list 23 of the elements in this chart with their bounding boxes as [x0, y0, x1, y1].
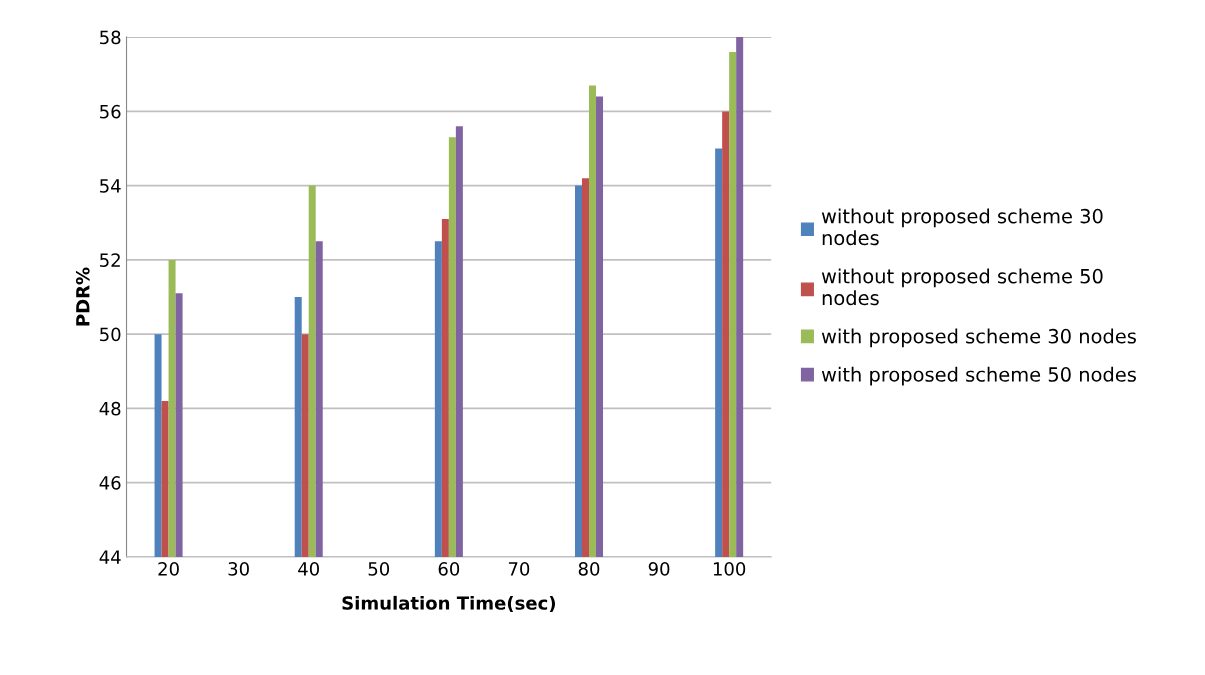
x-tick-label: 30 — [228, 562, 249, 576]
y-axis-title: PDR% — [75, 267, 90, 326]
y-tick-label: 46 — [99, 476, 121, 490]
y-tick-label: 44 — [99, 550, 121, 564]
legend-label: without proposed scheme 30 nodes — [821, 208, 1103, 246]
x-tick-label: 80 — [578, 562, 600, 576]
legend-label: with proposed scheme 30 nodes — [821, 328, 1136, 348]
x-tick-label: 50 — [368, 562, 390, 576]
y-tick-label: 58 — [100, 30, 121, 45]
x-tick-label: 70 — [508, 562, 530, 576]
y-tick-label: 48 — [99, 401, 121, 416]
x-tick-label: 90 — [648, 562, 670, 576]
y-tick-label: 52 — [100, 253, 120, 267]
y-tick-label: 56 — [100, 104, 121, 119]
y-tick-label: 54 — [100, 179, 121, 193]
legend-label: without proposed scheme 50 nodes — [821, 268, 1103, 306]
x-tick-label: 60 — [438, 562, 460, 576]
legend-label: with proposed scheme 50 nodes — [821, 366, 1136, 386]
x-tick-label: 100 — [713, 562, 746, 576]
y-tick-label: 50 — [100, 327, 121, 342]
x-tick-label: 20 — [158, 562, 179, 576]
x-tick-label: 40 — [298, 562, 319, 576]
x-axis-title: Simulation Time(sec) — [342, 595, 555, 612]
